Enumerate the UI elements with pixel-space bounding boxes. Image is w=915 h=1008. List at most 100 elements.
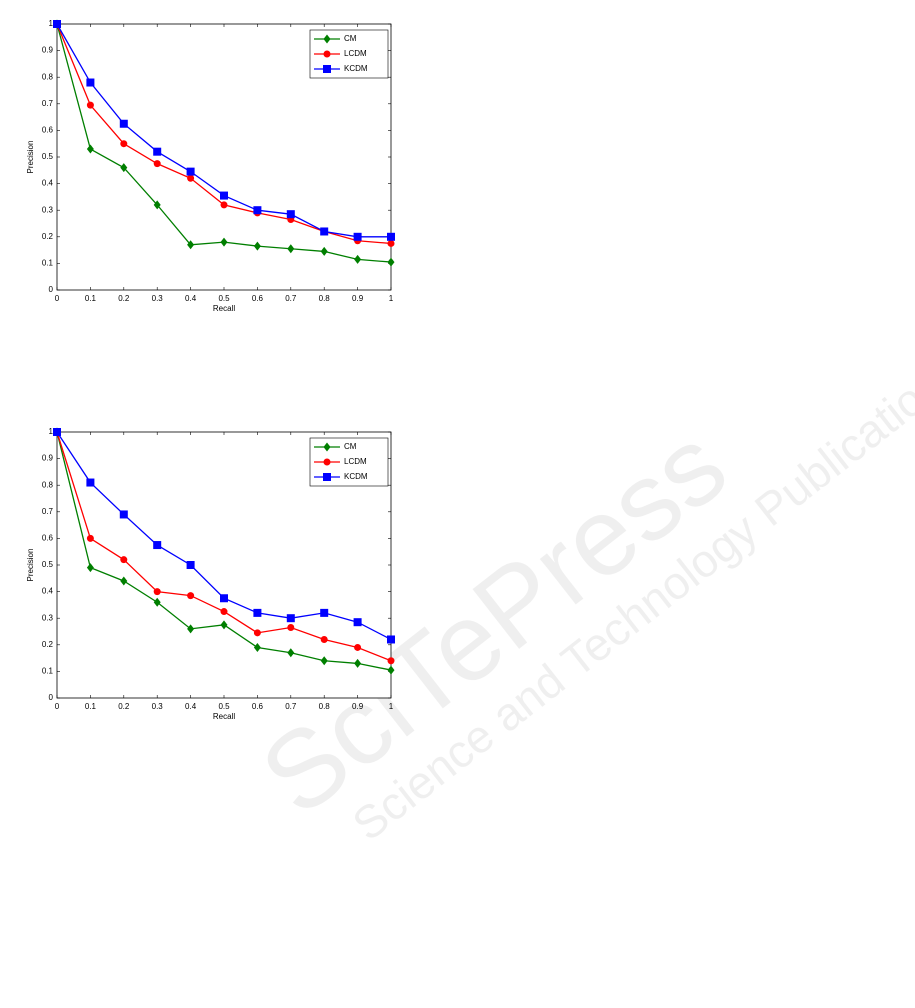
marker <box>186 561 195 569</box>
y-tick-label: 0.4 <box>42 179 54 188</box>
marker <box>220 191 228 200</box>
marker <box>253 241 261 251</box>
marker <box>387 257 395 267</box>
marker <box>86 101 94 109</box>
y-tick-label: 0.7 <box>42 507 54 516</box>
x-tick-label: 0.7 <box>285 702 297 711</box>
y-tick-label: 0.1 <box>42 259 54 268</box>
y-tick-label: 0.2 <box>42 232 54 241</box>
marker <box>86 78 95 87</box>
marker <box>320 635 328 643</box>
y-tick-label: 1 <box>49 427 54 436</box>
legend-marker <box>323 34 331 44</box>
y-tick-label: 0.5 <box>42 152 54 161</box>
y-tick-label: 0.5 <box>42 560 54 569</box>
y-tick-label: 0.6 <box>42 534 54 543</box>
x-tick-label: 0.1 <box>85 702 97 711</box>
x-tick-label: 0.2 <box>118 702 130 711</box>
legend-marker <box>323 458 331 466</box>
marker <box>286 210 295 219</box>
legend-label: CM <box>344 34 357 43</box>
y-tick-label: 0.9 <box>42 454 54 463</box>
marker <box>153 541 162 550</box>
legend-marker <box>323 50 331 58</box>
y-axis-label: Precision <box>26 549 35 582</box>
marker <box>120 163 128 173</box>
legend-label: KCDM <box>344 472 368 481</box>
marker <box>153 147 162 156</box>
marker <box>253 629 261 637</box>
x-tick-label: 0.3 <box>152 702 164 711</box>
marker <box>220 608 228 616</box>
legend-marker <box>323 442 331 452</box>
x-tick-label: 0.8 <box>319 702 331 711</box>
marker <box>53 428 61 436</box>
x-tick-label: 0.2 <box>118 294 130 303</box>
marker <box>353 618 362 627</box>
marker <box>220 620 228 630</box>
marker <box>354 658 362 668</box>
marker <box>353 232 362 241</box>
x-tick-label: 0.7 <box>285 294 297 303</box>
x-tick-label: 0 <box>55 294 60 303</box>
marker <box>120 576 128 586</box>
marker <box>287 648 295 658</box>
legend-label: LCDM <box>344 457 367 466</box>
legend-label: KCDM <box>344 64 368 73</box>
x-axis-label: Recall <box>213 712 235 721</box>
marker <box>387 657 395 665</box>
y-tick-label: 1 <box>49 19 54 28</box>
marker <box>354 254 362 264</box>
legend-marker <box>323 473 331 481</box>
x-tick-label: 1 <box>389 702 394 711</box>
marker <box>187 624 195 634</box>
marker <box>320 227 329 236</box>
y-tick-label: 0.1 <box>42 667 54 676</box>
y-axis-label: Precision <box>26 141 35 174</box>
legend-label: LCDM <box>344 49 367 58</box>
marker <box>253 206 262 215</box>
y-tick-label: 0.7 <box>42 99 54 108</box>
marker <box>119 510 128 519</box>
y-tick-label: 0.9 <box>42 46 54 55</box>
marker <box>287 244 295 254</box>
y-tick-label: 0.8 <box>42 480 54 489</box>
x-tick-label: 0.6 <box>252 294 264 303</box>
y-tick-label: 0.4 <box>42 587 54 596</box>
marker <box>86 478 95 487</box>
marker <box>286 614 295 623</box>
x-tick-label: 0.5 <box>218 294 230 303</box>
x-tick-label: 0.9 <box>352 294 364 303</box>
marker <box>153 588 161 596</box>
marker <box>220 237 228 247</box>
y-tick-label: 0.8 <box>42 72 54 81</box>
marker <box>86 534 94 542</box>
marker <box>220 594 228 603</box>
marker <box>153 160 161 168</box>
x-tick-label: 0.3 <box>152 294 164 303</box>
marker <box>320 608 329 617</box>
marker <box>220 201 228 209</box>
y-tick-label: 0 <box>49 693 54 702</box>
marker <box>187 592 195 600</box>
x-tick-label: 0.4 <box>185 702 197 711</box>
y-tick-label: 0 <box>49 285 54 294</box>
marker <box>354 643 362 651</box>
marker <box>320 246 328 256</box>
marker <box>120 140 128 148</box>
y-tick-label: 0.6 <box>42 126 54 135</box>
x-tick-label: 0.1 <box>85 294 97 303</box>
marker <box>86 144 94 154</box>
x-tick-label: 0 <box>55 702 60 711</box>
marker <box>119 119 128 128</box>
marker <box>120 556 128 564</box>
x-tick-label: 0.4 <box>185 294 197 303</box>
x-tick-label: 0.8 <box>319 294 331 303</box>
legend-label: CM <box>344 442 357 451</box>
marker <box>186 167 195 176</box>
marker <box>153 597 161 607</box>
marker <box>53 20 61 28</box>
marker <box>387 635 395 644</box>
marker <box>253 608 262 617</box>
